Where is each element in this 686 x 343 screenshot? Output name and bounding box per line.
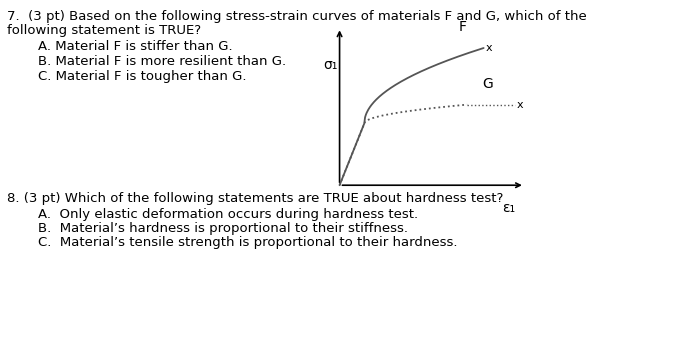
Text: x: x (486, 43, 493, 53)
Text: ε₁: ε₁ (501, 201, 515, 215)
Text: A. Material F is stiffer than G.: A. Material F is stiffer than G. (38, 40, 233, 53)
Text: x: x (517, 99, 523, 110)
Text: 8. (3 pt) Which of the following statements are TRUE about hardness test?: 8. (3 pt) Which of the following stateme… (7, 192, 504, 205)
Text: following statement is TRUE?: following statement is TRUE? (7, 24, 201, 37)
Text: 7.  (3 pt) Based on the following stress-strain curves of materials F and G, whi: 7. (3 pt) Based on the following stress-… (7, 10, 587, 23)
Text: F: F (459, 20, 467, 34)
Text: B.  Material’s hardness is proportional to their stiffness.: B. Material’s hardness is proportional t… (38, 222, 408, 235)
Text: G: G (482, 77, 493, 91)
Text: σ₁: σ₁ (323, 58, 338, 72)
Text: B. Material F is more resilient than G.: B. Material F is more resilient than G. (38, 55, 286, 68)
Text: C. Material F is tougher than G.: C. Material F is tougher than G. (38, 70, 246, 83)
Text: C.  Material’s tensile strength is proportional to their hardness.: C. Material’s tensile strength is propor… (38, 236, 458, 249)
Text: A.  Only elastic deformation occurs during hardness test.: A. Only elastic deformation occurs durin… (38, 208, 418, 221)
